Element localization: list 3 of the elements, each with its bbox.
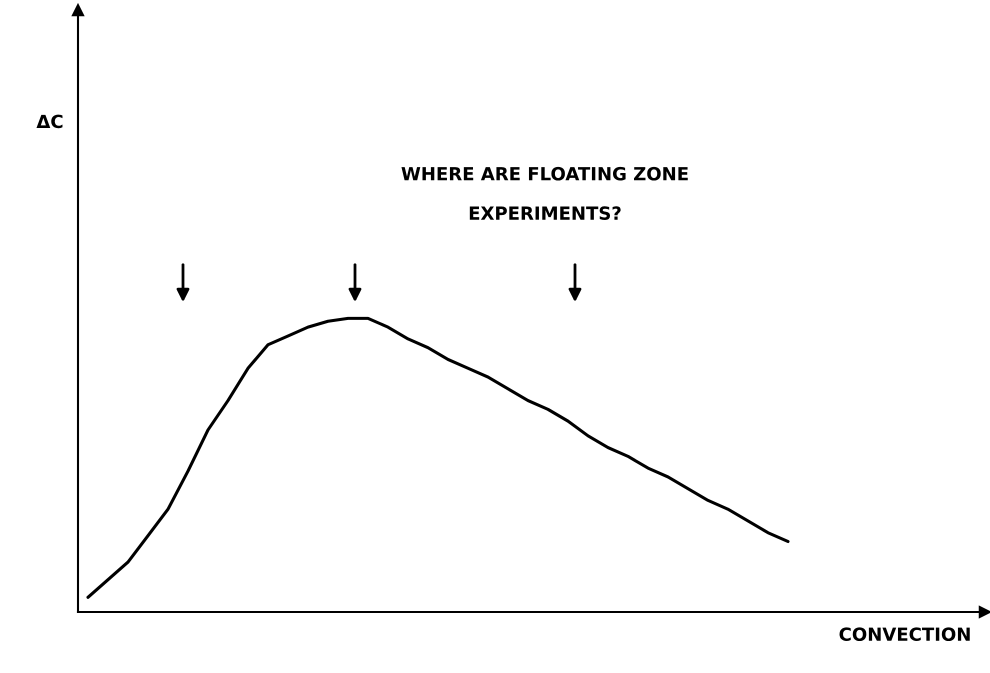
text: WHERE ARE FLOATING ZONE EXPERIMENTS? (401, 166, 688, 220)
text: ΔC (36, 114, 62, 128)
x-axis-title: CONVECTION (840, 627, 970, 642)
